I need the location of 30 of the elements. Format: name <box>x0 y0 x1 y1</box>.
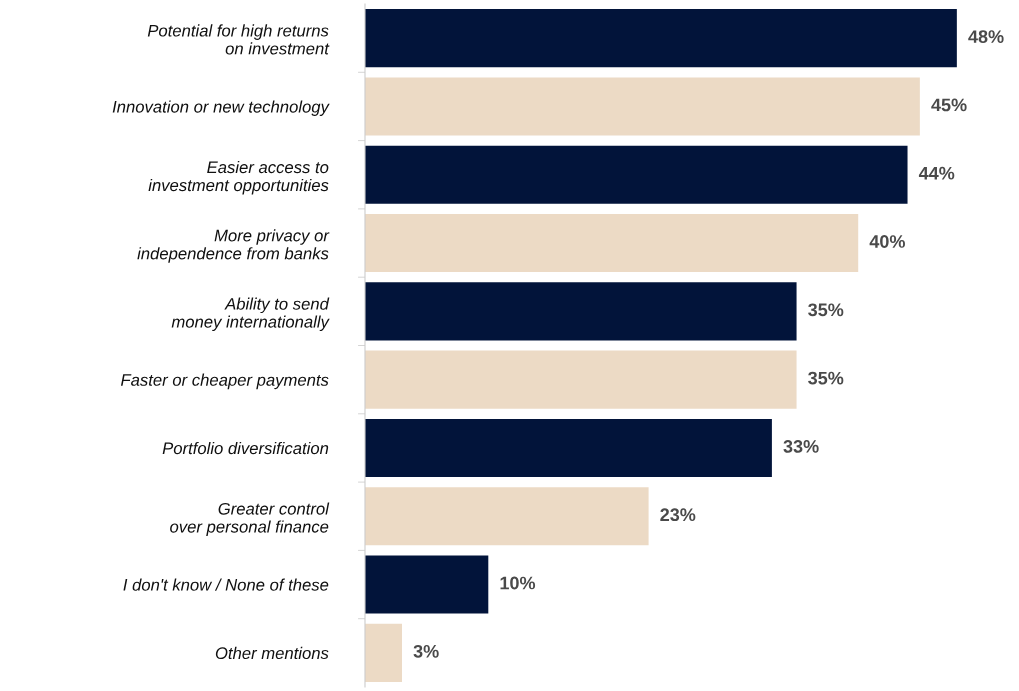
y-tick-label: Easier access to investment opportunities <box>148 160 329 195</box>
data-label: 10% <box>500 576 536 590</box>
y-tick-label: Potential for high returns on investment <box>147 24 330 55</box>
data-label: 35% <box>808 303 844 317</box>
y-tick-label: Other mentions <box>215 646 329 660</box>
bar <box>365 350 797 409</box>
bar <box>365 77 920 136</box>
data-label: 45% <box>931 98 967 112</box>
y-tick-label: Ability to send money internationally <box>171 297 330 332</box>
bar <box>365 555 489 614</box>
y-tick-label: Portfolio diversification <box>162 441 329 455</box>
bar <box>365 145 908 204</box>
y-tick-label: Faster or cheaper payments <box>120 373 329 390</box>
data-label: 44% <box>918 166 955 180</box>
data-label: 23% <box>660 508 696 522</box>
bar <box>365 418 772 477</box>
y-tick-label: I don't know / None of these <box>123 578 329 591</box>
bar <box>365 623 402 682</box>
data-label: 33% <box>783 440 819 453</box>
data-label: 35% <box>808 371 844 385</box>
bar <box>365 487 649 546</box>
y-tick-label: Innovation or new technology <box>112 100 330 116</box>
bar <box>365 214 859 273</box>
y-tick-label: More privacy or independence from banks <box>137 229 330 263</box>
bar <box>365 9 957 68</box>
y-tick-label: Greater control over personal finance <box>170 502 330 536</box>
data-label: 48% <box>968 30 1004 43</box>
bar <box>365 282 797 341</box>
data-label: 40% <box>869 235 905 248</box>
data-label: 3% <box>413 644 439 658</box>
